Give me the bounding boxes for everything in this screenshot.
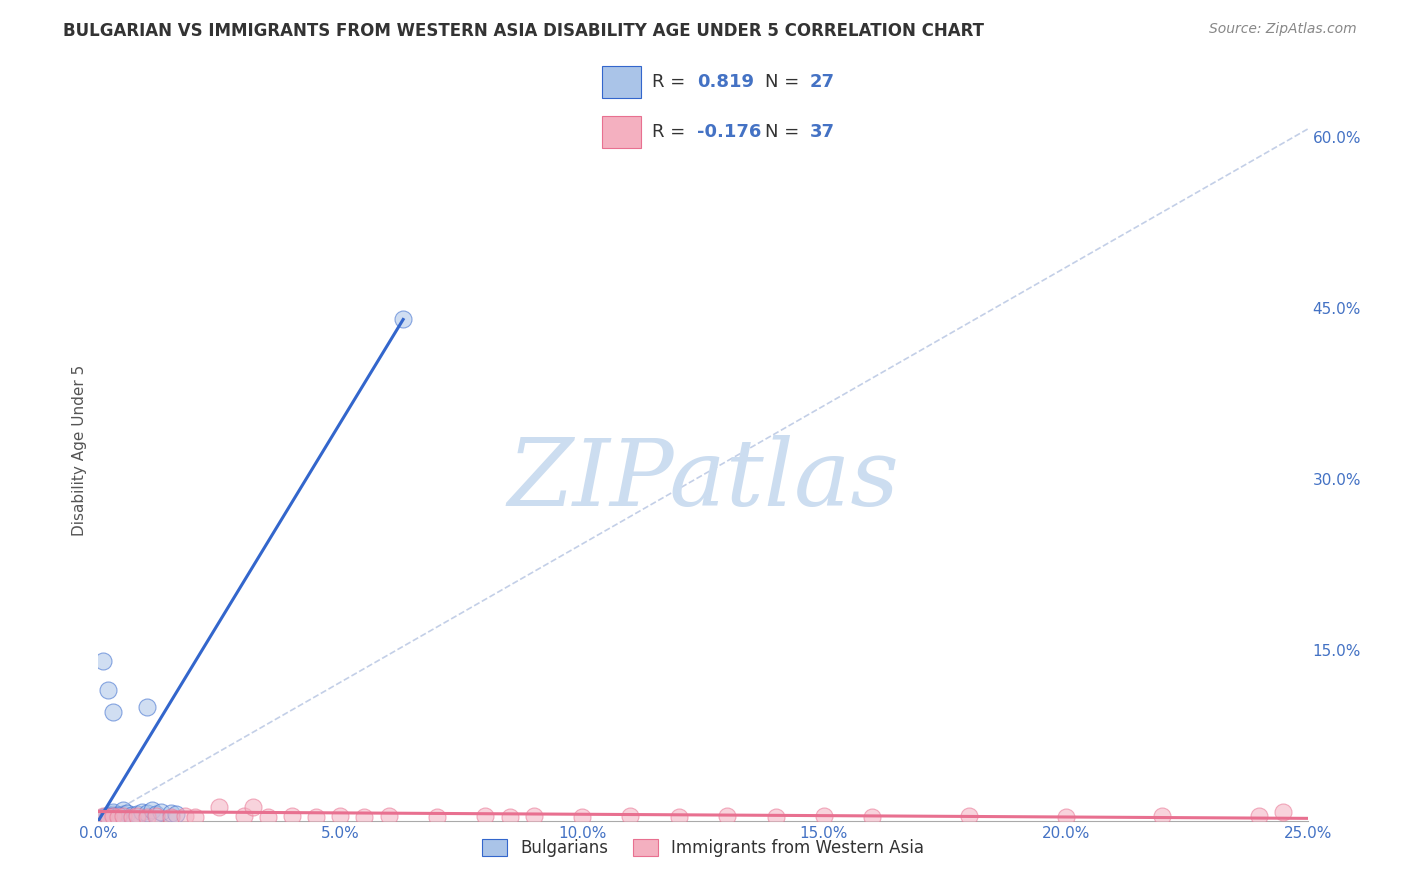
Point (91, 809, 114, 823)
Point (184, 810, 207, 824)
Point (474, 809, 496, 823)
Point (101, 809, 124, 823)
Point (107, 809, 129, 823)
Point (121, 810, 143, 824)
Point (91, 810, 114, 824)
Text: 37: 37 (810, 123, 835, 141)
Point (101, 809, 124, 823)
Text: ZIPatlas: ZIPatlas (508, 435, 898, 525)
Point (716, 809, 738, 823)
Point (97, 809, 120, 823)
Point (145, 809, 167, 823)
Point (957, 809, 980, 823)
Point (329, 809, 352, 823)
Point (97, 808, 120, 822)
Point (523, 809, 546, 823)
Point (145, 806, 167, 821)
Point (127, 806, 149, 821)
Point (765, 810, 787, 824)
Text: R =: R = (652, 123, 692, 141)
Point (281, 809, 304, 823)
Point (141, 804, 163, 818)
FancyBboxPatch shape (602, 66, 641, 98)
Point (97, 810, 120, 824)
Point (668, 810, 690, 824)
Text: R =: R = (652, 73, 692, 91)
Text: BULGARIAN VS IMMIGRANTS FROM WESTERN ASIA DISABILITY AGE UNDER 5 CORRELATION CHA: BULGARIAN VS IMMIGRANTS FROM WESTERN ASI… (63, 22, 984, 40)
Point (107, 808, 129, 822)
Point (256, 810, 278, 824)
Point (97, 682, 120, 697)
Text: Source: ZipAtlas.com: Source: ZipAtlas.com (1209, 22, 1357, 37)
Point (571, 810, 593, 824)
Legend: Bulgarians, Immigrants from Western Asia: Bulgarians, Immigrants from Western Asia (475, 832, 931, 864)
Point (91, 810, 114, 824)
Point (107, 810, 129, 824)
Point (135, 805, 157, 820)
Point (121, 808, 143, 822)
Point (91, 654, 114, 668)
Point (127, 809, 149, 823)
Point (813, 809, 835, 823)
Point (101, 706, 124, 720)
Point (860, 810, 883, 824)
Point (232, 809, 254, 823)
Point (101, 805, 124, 819)
FancyBboxPatch shape (602, 116, 641, 148)
Point (208, 800, 231, 814)
Text: -0.176: -0.176 (697, 123, 762, 141)
Point (135, 810, 157, 824)
Text: N =: N = (765, 123, 804, 141)
Point (117, 805, 139, 820)
Point (165, 806, 187, 821)
Point (160, 810, 183, 824)
Point (135, 699, 157, 714)
Text: N =: N = (765, 73, 804, 91)
Point (1272, 805, 1295, 819)
Point (111, 806, 134, 821)
Point (101, 806, 124, 821)
Point (392, 312, 415, 326)
Point (305, 810, 328, 824)
Point (160, 805, 183, 820)
Point (150, 805, 173, 819)
Text: 27: 27 (810, 73, 835, 91)
Point (97, 810, 120, 824)
Point (111, 804, 134, 818)
Point (174, 809, 197, 823)
Point (1054, 810, 1077, 824)
Text: 0.819: 0.819 (697, 73, 755, 91)
Point (426, 810, 449, 824)
Point (377, 809, 399, 823)
Y-axis label: Disability Age Under 5: Disability Age Under 5 (72, 365, 87, 536)
Point (498, 810, 520, 824)
Point (1249, 809, 1271, 823)
Point (619, 809, 641, 823)
Point (111, 809, 134, 823)
Point (242, 800, 264, 814)
Point (353, 810, 375, 824)
Point (131, 805, 153, 819)
Point (1152, 809, 1174, 823)
